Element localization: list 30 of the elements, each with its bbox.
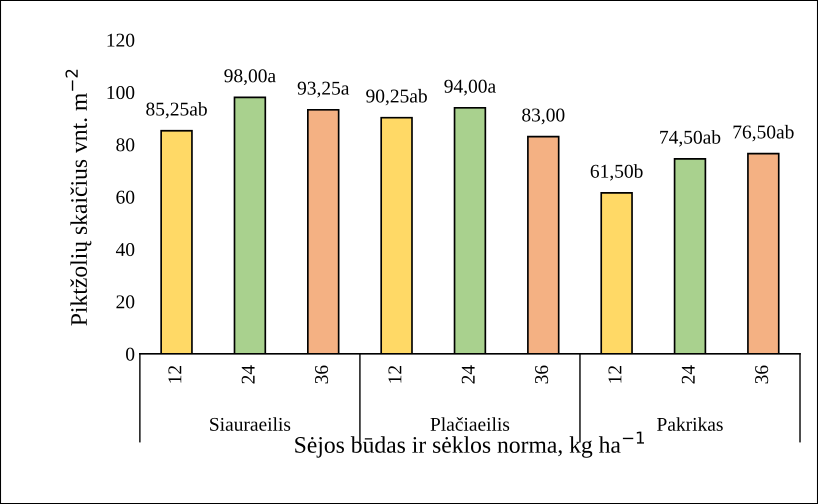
y-tick-label: 80 [116,138,134,152]
data-label: 83,00 [522,108,564,124]
y-tick-label: 40 [116,242,134,256]
x-axis-title: Sėjos būdas ir sėklos norma, kg ha$^{−1}$ [295,432,644,458]
x-tick-label: 12 [168,366,182,383]
data-label: 90,25ab [366,88,427,106]
y-tick-label: 20 [116,295,134,308]
y-tick-label: 100 [108,86,134,100]
text: Pakrikas [657,417,723,431]
x-tick-label: 36 [755,366,768,384]
x-tick-label: 36 [535,366,548,384]
y-tick-label: 120 [108,34,134,47]
data-label: 85,25ab [146,102,207,118]
data-label: 94,00a [444,80,496,96]
y-tick-label: 0 [126,348,134,361]
data-label: 98,00a [224,69,276,86]
x-tick-label: 12 [388,366,402,383]
y-tick-label: 60 [116,190,134,204]
x-tick-label: 12 [608,366,622,383]
data-label: 93,25a [298,82,350,98]
data-label: 74,50ab [660,130,720,147]
data-label: 61,50b [590,164,643,181]
text: Siauraeilis [210,417,290,431]
y-axis-title: Piktžolių skaičius vnt. m$^{−2}$ [65,70,92,326]
x-tick-label: 24 [462,365,475,384]
x-tick-label: 36 [315,366,328,384]
text: Plačiaeilis [430,417,510,431]
x-tick-label: 24 [682,365,695,384]
data-label: 76,50ab [734,124,794,142]
x-tick-label: 24 [242,365,255,384]
